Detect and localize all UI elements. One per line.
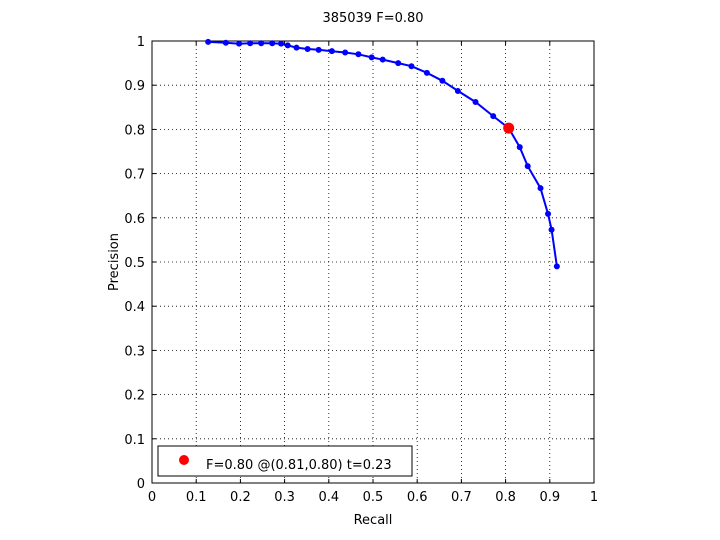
data-point — [328, 48, 335, 55]
data-point — [342, 49, 349, 56]
legend-marker — [179, 455, 189, 465]
x-tick-label: 0 — [148, 490, 156, 505]
data-point — [395, 60, 402, 67]
y-tick-label: 0.7 — [124, 168, 145, 183]
data-point — [205, 38, 212, 45]
data-point — [368, 54, 375, 61]
y-tick-label: 0.1 — [124, 433, 145, 448]
x-tick-label: 0.1 — [186, 490, 207, 505]
data-point — [304, 45, 311, 52]
data-series — [205, 38, 560, 270]
y-tick-label: 0.4 — [124, 300, 145, 315]
y-tick-label: 0.6 — [124, 212, 145, 227]
x-tick-label: 0.8 — [495, 490, 516, 505]
data-point — [258, 40, 265, 47]
data-point — [516, 144, 523, 151]
x-tick-label: 0.3 — [274, 490, 295, 505]
y-tick-label: 0.5 — [124, 256, 145, 271]
data-point — [545, 210, 552, 217]
data-point — [247, 40, 254, 47]
x-axis-label: Recall — [354, 513, 393, 528]
x-tick-label: 0.4 — [318, 490, 339, 505]
data-point — [439, 77, 446, 84]
y-tick-label: 0.8 — [124, 123, 145, 138]
data-point — [315, 46, 322, 53]
legend: F=0.80 @(0.81,0.80) t=0.23 — [157, 445, 413, 477]
grid — [152, 41, 594, 483]
data-point — [408, 63, 415, 70]
data-point — [524, 163, 531, 170]
x-tick-label: 1 — [590, 490, 598, 505]
y-tick-label: 0.2 — [124, 389, 145, 404]
y-tick-label: 0 — [137, 477, 145, 492]
x-tick-label: 0.6 — [407, 490, 428, 505]
x-tick-label: 0.9 — [539, 490, 560, 505]
y-tick-label: 0.3 — [124, 344, 145, 359]
data-point — [293, 44, 300, 51]
data-point — [472, 98, 479, 105]
data-point — [553, 263, 560, 270]
x-tick-label: 0.2 — [230, 490, 251, 505]
data-point — [423, 69, 430, 76]
y-axis-label: Precision — [107, 233, 122, 291]
axis-ticks: 0 0.1 0.2 0.3 0.4 0.5 0.6 0.7 0.8 0.9 1 0 0.1 0.2 0.3 0… — [124, 35, 598, 505]
data-point — [379, 56, 386, 63]
data-point — [490, 113, 497, 120]
data-point — [537, 185, 544, 192]
data-point — [548, 226, 555, 233]
chart-title: 385039 F=0.80 — [322, 11, 423, 26]
best-f-marker — [503, 122, 515, 134]
y-tick-label: 1 — [137, 35, 145, 50]
data-point — [355, 51, 362, 58]
x-tick-label: 0.5 — [363, 490, 384, 505]
legend-box — [157, 445, 413, 477]
best-f-point — [503, 122, 515, 134]
y-tick-label: 0.9 — [124, 79, 145, 94]
data-point — [454, 87, 461, 94]
legend-entry: F=0.80 @(0.81,0.80) t=0.23 — [206, 458, 392, 473]
x-tick-label: 0.7 — [451, 490, 472, 505]
data-point — [236, 40, 243, 47]
data-point — [284, 42, 291, 49]
data-point — [222, 39, 229, 46]
data-point — [278, 40, 285, 47]
data-point — [269, 40, 276, 47]
